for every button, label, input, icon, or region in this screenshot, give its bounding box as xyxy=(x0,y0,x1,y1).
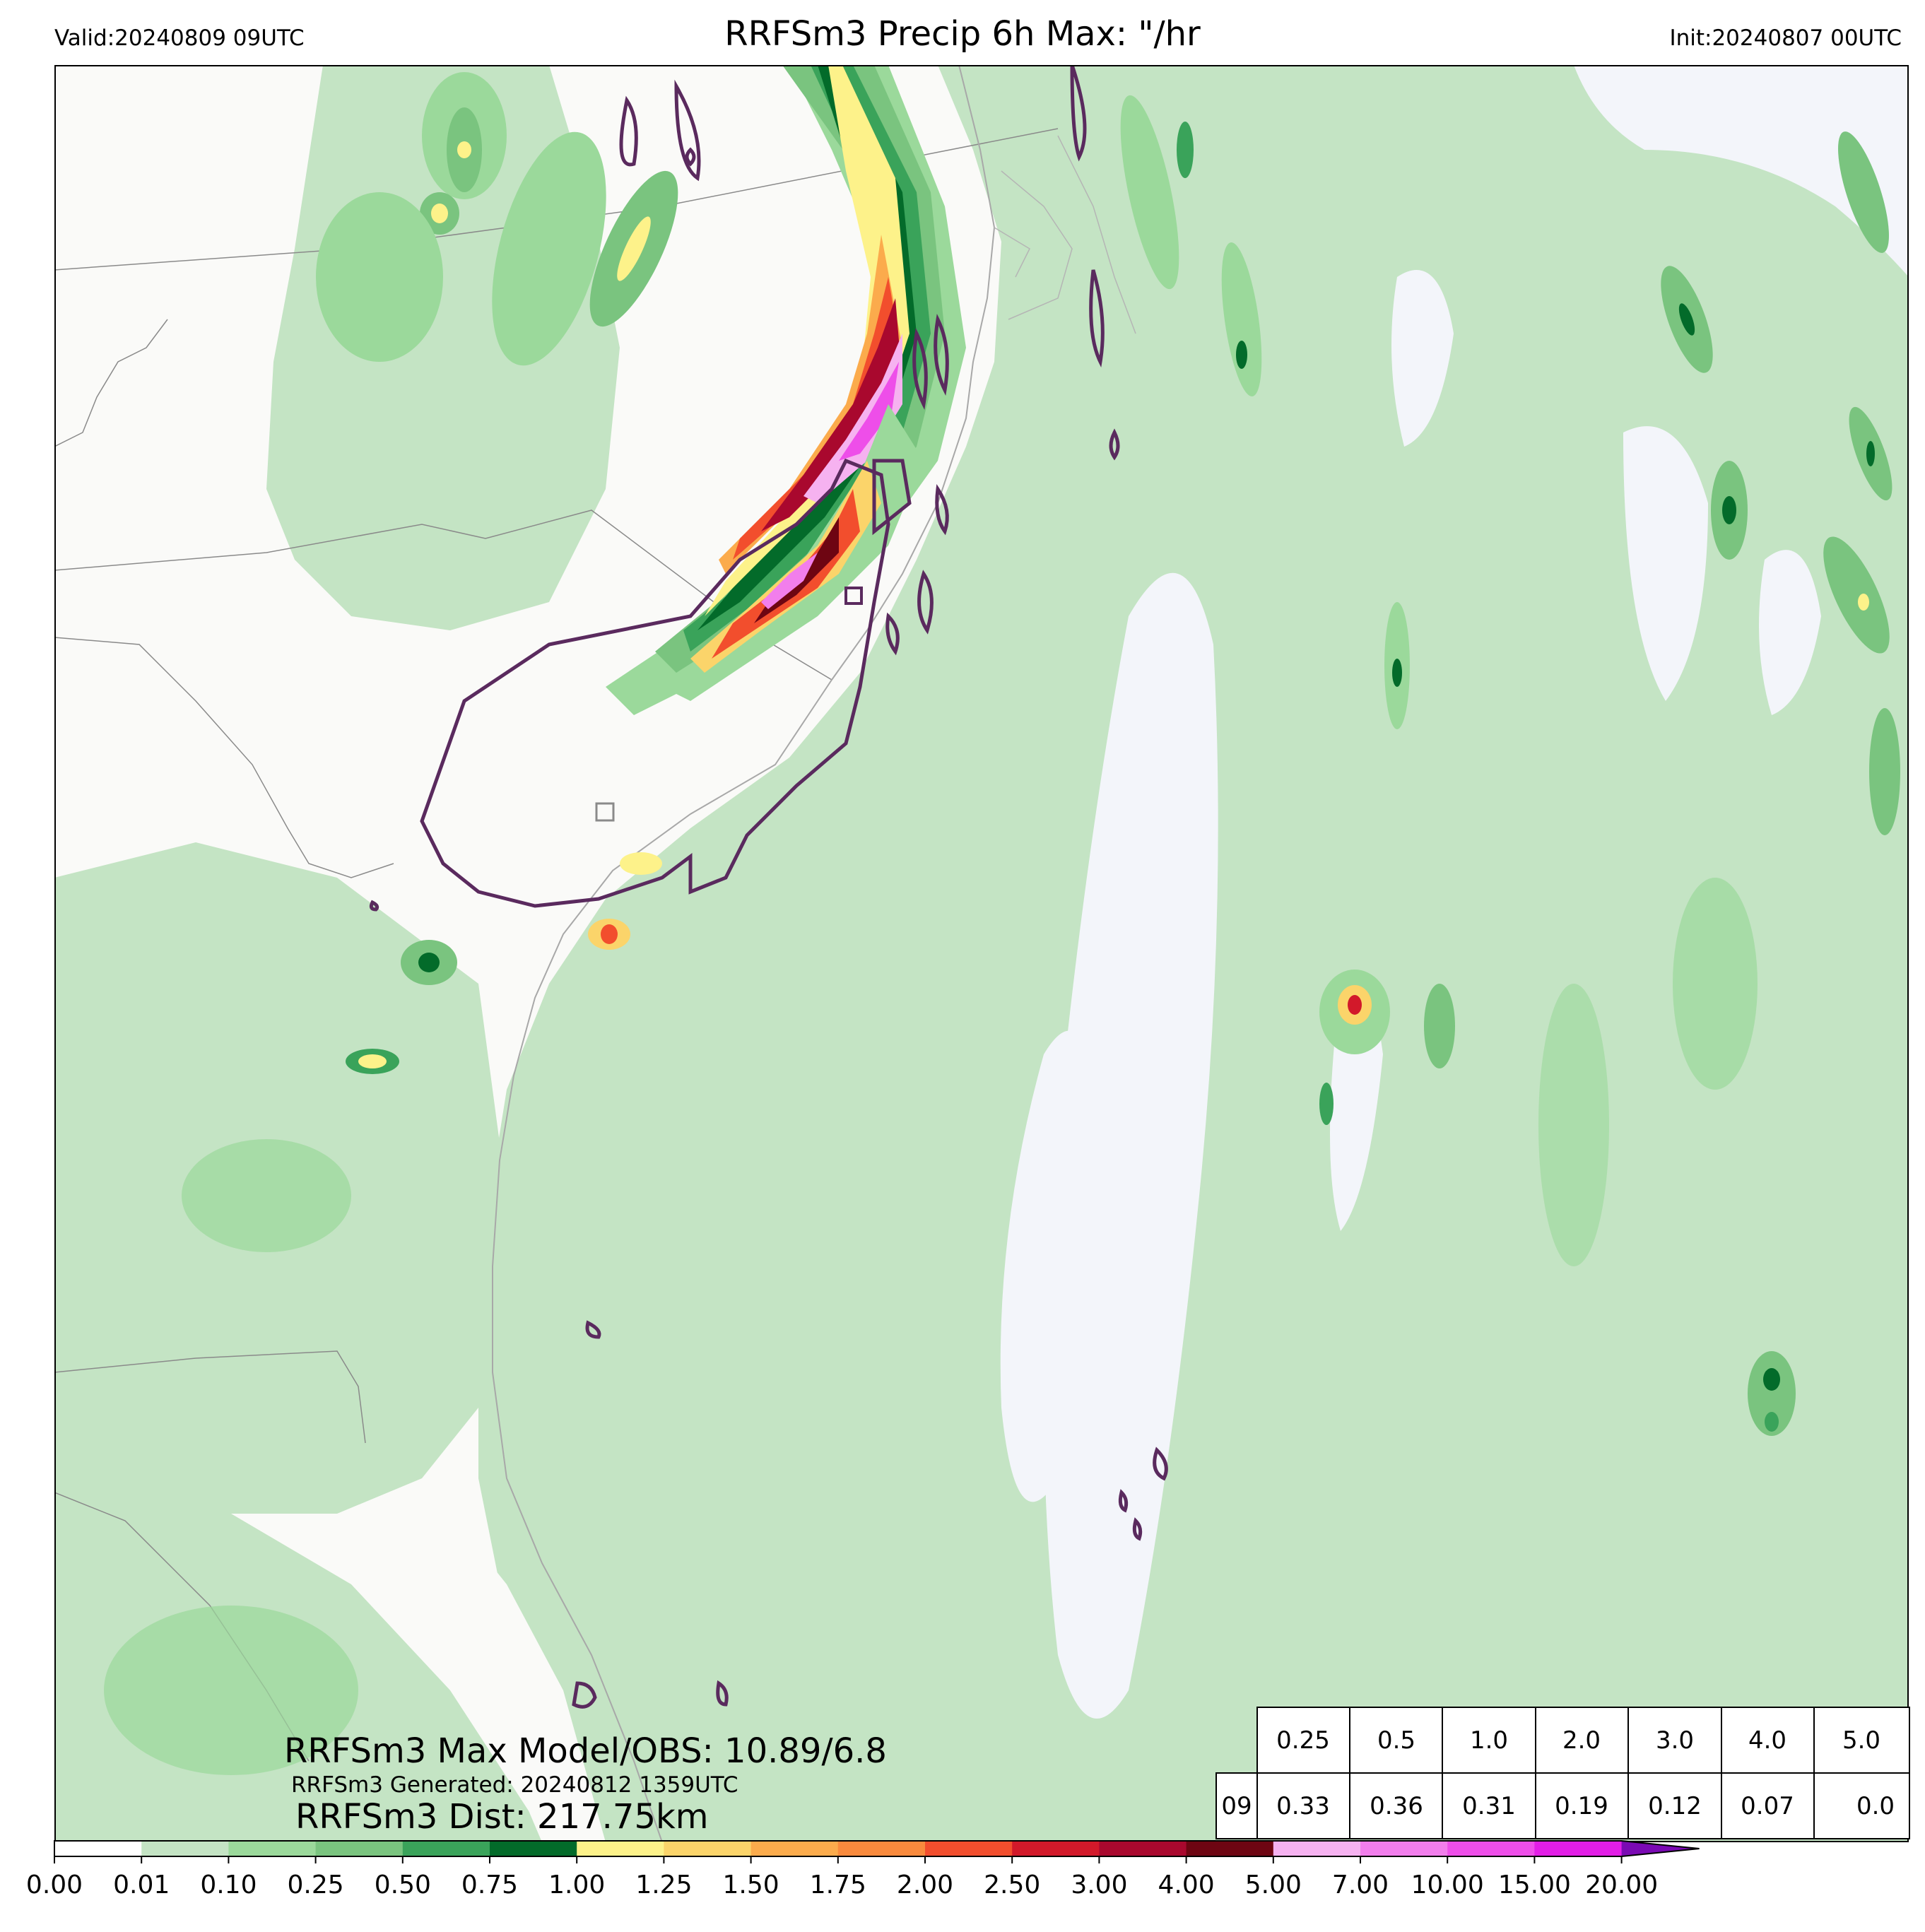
colorbar-extend-arrow xyxy=(1621,1841,1700,1856)
threshold-label: 1.0 xyxy=(1470,1726,1508,1755)
precip-band-sc xyxy=(662,404,924,701)
colorbar-tick-label: 1.75 xyxy=(810,1871,866,1899)
table-value: 0.07 xyxy=(1741,1792,1794,1820)
colorbar-tick-label: 2.00 xyxy=(897,1871,953,1899)
chart-title: RRFSm3 Precip 6h Max: "/hr xyxy=(724,14,1201,54)
valid-time-label: Valid:20240809 09UTC xyxy=(54,25,305,51)
table-value: 0.19 xyxy=(1555,1792,1608,1820)
colorbar-swatch xyxy=(1186,1841,1274,1856)
colorbar-swatch xyxy=(925,1841,1013,1856)
row-label: 09 xyxy=(1221,1792,1252,1820)
distance-label: RRFSm3 Dist: 217.75km xyxy=(295,1797,709,1837)
colorbar-tick-label: 3.00 xyxy=(1071,1871,1127,1899)
colorbar-tick-label: 1.25 xyxy=(635,1871,692,1899)
colorbar-tick-label: 0.50 xyxy=(375,1871,431,1899)
threshold-label: 0.25 xyxy=(1276,1726,1330,1755)
colorbar-tick-label: 0.25 xyxy=(288,1871,344,1899)
table-value: 0.12 xyxy=(1648,1792,1702,1820)
colorbar-tick-label: 1.50 xyxy=(723,1871,779,1899)
colorbar-swatch xyxy=(141,1841,229,1856)
colorbar-tick-label: 5.00 xyxy=(1245,1871,1302,1899)
station-marker xyxy=(844,587,863,605)
colorbar-swatch xyxy=(664,1841,752,1856)
colorbar-tick-label: 0.00 xyxy=(26,1871,83,1899)
colorbar-tick-label: 10.00 xyxy=(1411,1871,1484,1899)
colorbar: 0.00 0.01 0.10 0.25 0.50 0.75 1.00 1.25 1.50 1.75… xyxy=(26,1840,1700,1899)
ocean-dry-areas xyxy=(1000,65,1909,1719)
threshold-label: 0.5 xyxy=(1377,1726,1415,1755)
colorbar-swatch xyxy=(402,1841,490,1856)
colorbar-swatch xyxy=(1534,1841,1623,1856)
colorbar-swatch xyxy=(315,1841,404,1856)
colorbar-tick-label: 0.75 xyxy=(461,1871,518,1899)
coastline xyxy=(492,65,996,1842)
observed-contours xyxy=(369,65,1168,1709)
table-value-row xyxy=(1215,1772,1910,1839)
colorbar-tick-label: 7.00 xyxy=(1332,1871,1389,1899)
generated-time-label: RRFSm3 Generated: 20240812 1359UTC xyxy=(291,1772,738,1798)
colorbar-tick-label: 15.00 xyxy=(1498,1871,1571,1899)
colorbar-tick-label: 4.00 xyxy=(1158,1871,1215,1899)
colorbar-swatch xyxy=(837,1841,926,1856)
threshold-label: 5.0 xyxy=(1842,1726,1880,1755)
land-precip-blobs xyxy=(104,72,678,1775)
threshold-label: 3.0 xyxy=(1656,1726,1694,1755)
colorbar-tick-label: 1.00 xyxy=(548,1871,605,1899)
precip-map xyxy=(54,65,1909,1842)
colorbar-swatch xyxy=(1447,1841,1535,1856)
colorbar-tick-label: 20.00 xyxy=(1585,1871,1658,1899)
colorbar-swatch xyxy=(490,1841,577,1856)
threshold-label: 2.0 xyxy=(1562,1726,1601,1755)
table-value: 0.0 xyxy=(1856,1792,1895,1820)
colorbar-swatch xyxy=(1360,1841,1448,1856)
colorbar-tick-label: 0.01 xyxy=(113,1871,170,1899)
colorbar-swatch xyxy=(1273,1841,1361,1856)
threshold-table: 0.25 0.5 1.0 2.0 3.0 4.0 5.0 09 0.33 0.3… xyxy=(1215,1707,1910,1839)
colorbar-swatch xyxy=(577,1841,664,1856)
colorbar-tick-label: 2.50 xyxy=(984,1871,1040,1899)
colorbar-outline xyxy=(54,1840,1700,1857)
station-marker xyxy=(595,802,615,822)
table-value: 0.36 xyxy=(1370,1792,1423,1820)
colorbar-swatch xyxy=(54,1841,142,1856)
table-header-row xyxy=(1256,1707,1910,1774)
colorbar-swatch xyxy=(228,1841,317,1856)
colorbar-labels: 0.00 0.01 0.10 0.25 0.50 0.75 1.00 1.25 1.50 1.75… xyxy=(26,1871,1658,1899)
table-value: 0.33 xyxy=(1276,1792,1330,1820)
colorbar-swatch xyxy=(1099,1841,1187,1856)
colorbar-swatch xyxy=(1012,1841,1100,1856)
table-value: 0.31 xyxy=(1462,1792,1516,1820)
colorbar-tick-label: 0.10 xyxy=(200,1871,257,1899)
ocean-precip-streaks xyxy=(1120,95,1900,1436)
init-time-label: Init:20240807 00UTC xyxy=(1669,25,1902,51)
colorbar-swatch xyxy=(750,1841,839,1856)
max-model-obs-label: RRFSm3 Max Model/OBS: 10.89/6.8 xyxy=(284,1731,887,1771)
threshold-label: 4.0 xyxy=(1748,1726,1786,1755)
colorbar-swatches xyxy=(54,1840,1700,1863)
